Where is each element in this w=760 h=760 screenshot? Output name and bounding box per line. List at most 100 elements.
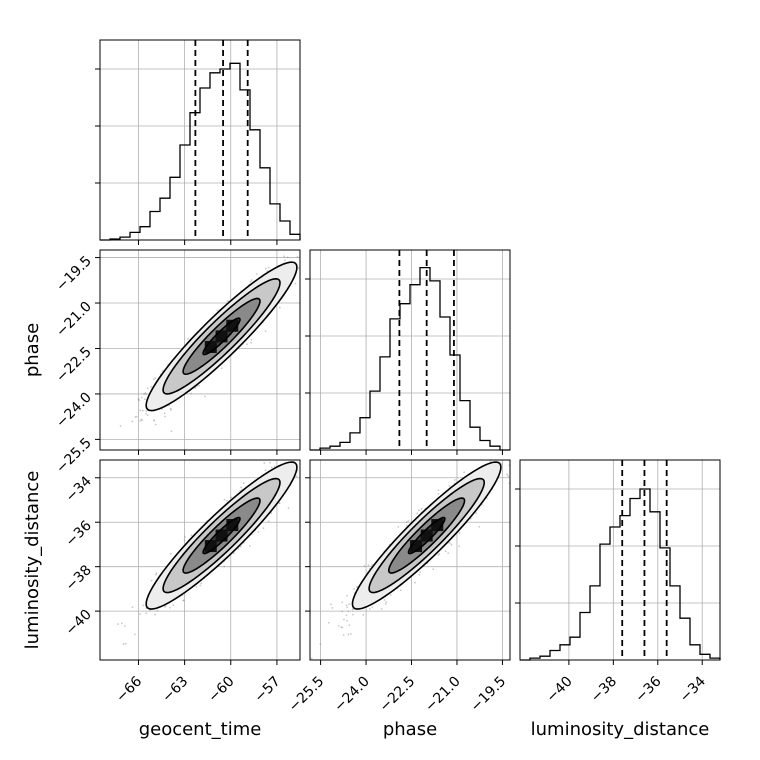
- scatter-point: [287, 507, 290, 509]
- contour-line: [368, 477, 486, 594]
- joint-content-phase-luminosity_distance: [310, 435, 532, 660]
- scatter-point: [345, 604, 348, 607]
- scatter-point: [397, 526, 400, 528]
- joint-2-1-frame: [309, 459, 511, 661]
- scatter-point: [164, 415, 167, 418]
- x-axis-title-geocent_time: geocent_time: [139, 719, 262, 740]
- x-tick-label: −21.0: [422, 674, 464, 716]
- scatter-point: [274, 246, 276, 248]
- x-axis-title-phase: phase: [383, 719, 437, 740]
- scatter-point: [285, 455, 287, 457]
- scatter-point: [458, 545, 461, 548]
- scatter-point: [190, 392, 193, 395]
- scatter-point: [190, 534, 193, 537]
- scatter-point: [135, 415, 138, 418]
- scatter-point: [347, 633, 350, 636]
- scatter-point: [346, 606, 349, 609]
- scatter-point: [286, 256, 289, 259]
- scatter-point: [154, 377, 157, 380]
- scatter-point: [270, 466, 273, 469]
- density-peak: [215, 529, 228, 542]
- scatter-point: [491, 456, 493, 458]
- scatter-point: [250, 341, 253, 344]
- scatter-point: [264, 469, 267, 472]
- scatter-point: [223, 498, 226, 501]
- scatter-point: [138, 399, 141, 402]
- contour-line: [162, 277, 281, 395]
- scatter-point: [530, 435, 532, 437]
- scatter-point: [154, 423, 157, 426]
- contour-line: [162, 477, 281, 594]
- scatter-point: [143, 393, 145, 395]
- marginal-2-frame: [519, 459, 721, 661]
- scatter-point: [384, 603, 387, 605]
- scatter-point: [152, 378, 155, 381]
- scatter-point: [139, 613, 141, 615]
- contour-line: [182, 497, 261, 574]
- scatter-point: [249, 280, 252, 283]
- scatter-point: [368, 607, 371, 610]
- contour-line: [387, 497, 466, 574]
- scatter-point: [520, 442, 522, 444]
- density-peak: [215, 330, 228, 343]
- scatter-point: [448, 485, 451, 487]
- scatter-point: [153, 419, 155, 422]
- scatter-point: [305, 454, 307, 456]
- scatter-point: [407, 520, 410, 522]
- scatter-point: [346, 619, 348, 622]
- x-tick-label: −36: [632, 673, 664, 705]
- scatter-point: [362, 613, 365, 616]
- contour-line: [202, 516, 241, 555]
- contour-line: [407, 516, 446, 555]
- histogram-phase: [310, 266, 510, 451]
- scatter-point: [163, 412, 166, 415]
- scatter-point: [345, 614, 348, 617]
- scatter-point: [301, 458, 303, 460]
- scatter-point: [303, 476, 305, 478]
- scatter-point: [406, 524, 408, 527]
- scatter-point: [499, 458, 501, 460]
- x-tick-label: −63: [159, 674, 191, 706]
- scatter-point: [145, 612, 148, 615]
- scatter-point: [155, 572, 158, 575]
- scatter-point: [444, 550, 447, 553]
- scatter-point: [305, 468, 307, 470]
- scatter-point: [437, 493, 440, 495]
- scatter-point: [284, 259, 286, 262]
- scatter-point: [141, 409, 144, 412]
- y-axis-title-phase: phase: [22, 323, 43, 377]
- x-tick-label: −38: [588, 674, 620, 706]
- scatter-point: [246, 343, 248, 346]
- x-tick-label: −66: [113, 673, 145, 705]
- scatter-point: [141, 419, 144, 422]
- x-tick-label: −40: [544, 674, 576, 706]
- scatter-point: [124, 642, 127, 645]
- scatter-point: [283, 255, 285, 258]
- marginal-2-bg: [520, 460, 720, 660]
- scatter-point: [150, 385, 153, 388]
- scatter-point: [145, 393, 147, 396]
- scatter-point: [172, 604, 175, 607]
- y-axis-title-luminosity_distance: luminosity_distance: [22, 471, 43, 650]
- scatter-point: [437, 489, 440, 492]
- y-tick-label: −21.0: [53, 299, 95, 341]
- scatter-point: [349, 632, 352, 635]
- scatter-point: [170, 430, 173, 433]
- scatter-point: [347, 610, 350, 613]
- scatter-point: [255, 273, 258, 275]
- scatter-point: [200, 582, 203, 585]
- scatter-point: [523, 441, 525, 443]
- scatter-point: [300, 459, 302, 461]
- scatter-point: [343, 618, 345, 621]
- scatter-point: [389, 594, 392, 596]
- scatter-point: [463, 471, 466, 474]
- scatter-point: [458, 531, 461, 534]
- y-tick-label: −34: [63, 473, 95, 505]
- scatter-point: [363, 565, 366, 567]
- contour-line: [145, 461, 298, 610]
- scatter-point: [310, 657, 313, 660]
- scatter-point: [509, 455, 511, 457]
- scatter-point: [131, 420, 134, 423]
- scatter-point: [155, 573, 157, 576]
- scatter-point: [139, 419, 142, 422]
